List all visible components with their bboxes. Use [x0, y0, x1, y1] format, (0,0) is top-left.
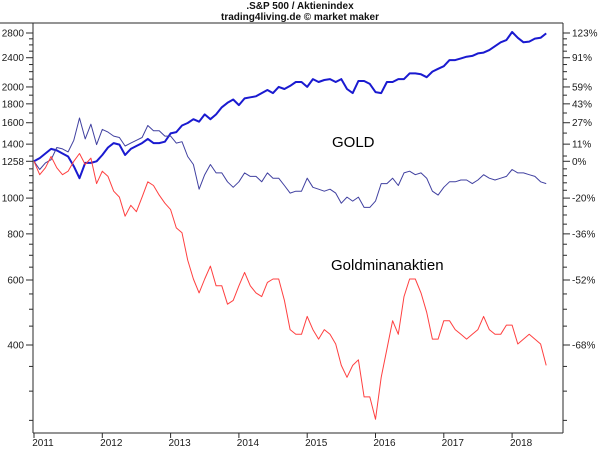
y-axis-left-label: 1000 — [2, 194, 25, 205]
y-axis-right-label: -68% — [572, 341, 595, 352]
y-axis-left-label: 1258 — [2, 157, 25, 168]
gold-series-label: GOLD — [332, 134, 375, 151]
goldminers-series-label: Goldminanaktien — [331, 257, 444, 274]
series-line-gold — [33, 117, 547, 208]
x-axis-year-label: 2013 — [168, 438, 191, 449]
x-axis-year-label: 2018 — [510, 438, 533, 449]
y-axis-right-label: 123% — [572, 29, 598, 40]
y-axis-left-label: 2400 — [2, 53, 25, 64]
y-axis-right-label: 59% — [572, 82, 592, 93]
y-axis-right-label: 11% — [572, 140, 591, 151]
y-axis-left-label: 1600 — [2, 118, 25, 129]
series-line--s-p-500 — [33, 31, 547, 180]
y-axis-right-label: 43% — [572, 99, 592, 110]
x-axis-year-label: 2015 — [305, 438, 328, 449]
y-axis-left-label: 1400 — [2, 140, 25, 151]
y-axis-left-label: 800 — [7, 229, 24, 240]
x-axis-year-label: 2016 — [373, 438, 396, 449]
y-axis-right-label: 0% — [572, 157, 587, 168]
y-axis-right-label: -52% — [572, 275, 595, 286]
y-axis-left-label: 400 — [7, 341, 24, 352]
x-axis-year-label: 2011 — [32, 438, 54, 449]
chart-title-block: .S&P 500 / Aktienindex trading4living.de… — [0, 1, 600, 23]
y-axis-right-label: 27% — [572, 118, 592, 129]
series-line-goldminanaktien — [33, 153, 547, 420]
y-axis-left-label: 2800 — [2, 29, 25, 40]
x-axis-year-label: 2014 — [237, 438, 260, 449]
y-axis-left-label: 1800 — [2, 99, 25, 110]
y-axis-left-label: 600 — [7, 275, 24, 286]
y-axis-right-label: -36% — [572, 229, 595, 240]
chart-title: .S&P 500 / Aktienindex — [246, 1, 354, 12]
y-axis-right-label: 91% — [572, 53, 592, 64]
x-axis-year-label: 2017 — [442, 438, 465, 449]
x-axis-year-label: 2012 — [100, 438, 123, 449]
y-axis-right-label: -20% — [572, 194, 595, 205]
y-axis-left-label: 2000 — [2, 82, 25, 93]
chart-subtitle: trading4living.de © market maker — [221, 12, 379, 23]
